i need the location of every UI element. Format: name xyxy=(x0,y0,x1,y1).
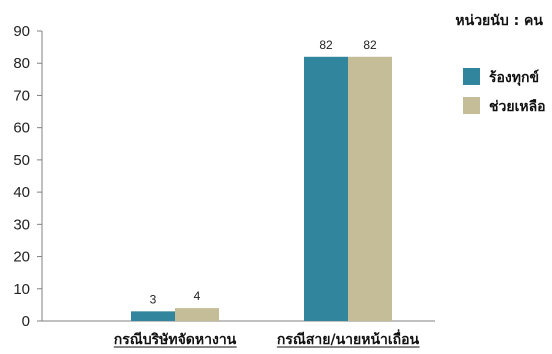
legend-swatch xyxy=(463,68,480,85)
y-tick-label: 50 xyxy=(13,152,30,169)
bar xyxy=(348,56,392,322)
legend-label: ช่วยเหลือ xyxy=(489,99,546,115)
bar xyxy=(131,311,175,321)
y-tick-label: 80 xyxy=(13,55,30,72)
y-tick-label: 10 xyxy=(13,281,30,298)
legend: ร้องทุกข์ช่วยเหลือ xyxy=(463,68,546,115)
bar-value-label: 82 xyxy=(363,38,377,52)
legend-swatch xyxy=(463,97,480,114)
unit-label: หน่วยนับ : คน xyxy=(455,13,543,29)
bar xyxy=(175,308,219,321)
y-tick-label: 70 xyxy=(13,87,30,104)
legend-label: ร้องทุกข์ xyxy=(489,69,539,86)
bar-value-label: 4 xyxy=(194,289,201,303)
bar-value-label: 82 xyxy=(319,38,333,52)
y-tick-label: 20 xyxy=(13,249,30,266)
y-tick-label: 30 xyxy=(13,216,30,233)
y-tick-label: 60 xyxy=(13,120,30,137)
y-tick-label: 0 xyxy=(22,313,30,330)
x-category-label: กรณีบริษัทจัดหางาน xyxy=(114,332,237,348)
bar-value-label: 3 xyxy=(150,292,157,306)
x-category-label: กรณีสาย/นายหน้าเถื่อน xyxy=(277,329,420,348)
y-tick-label: 40 xyxy=(13,184,30,201)
plot-area: 0 10 20 30 40 50 60 70 80 90 3 4 กรณีบริษัทจัดหางาน 8… xyxy=(13,23,435,348)
y-tick-label: 90 xyxy=(13,23,30,40)
bar xyxy=(304,56,348,322)
